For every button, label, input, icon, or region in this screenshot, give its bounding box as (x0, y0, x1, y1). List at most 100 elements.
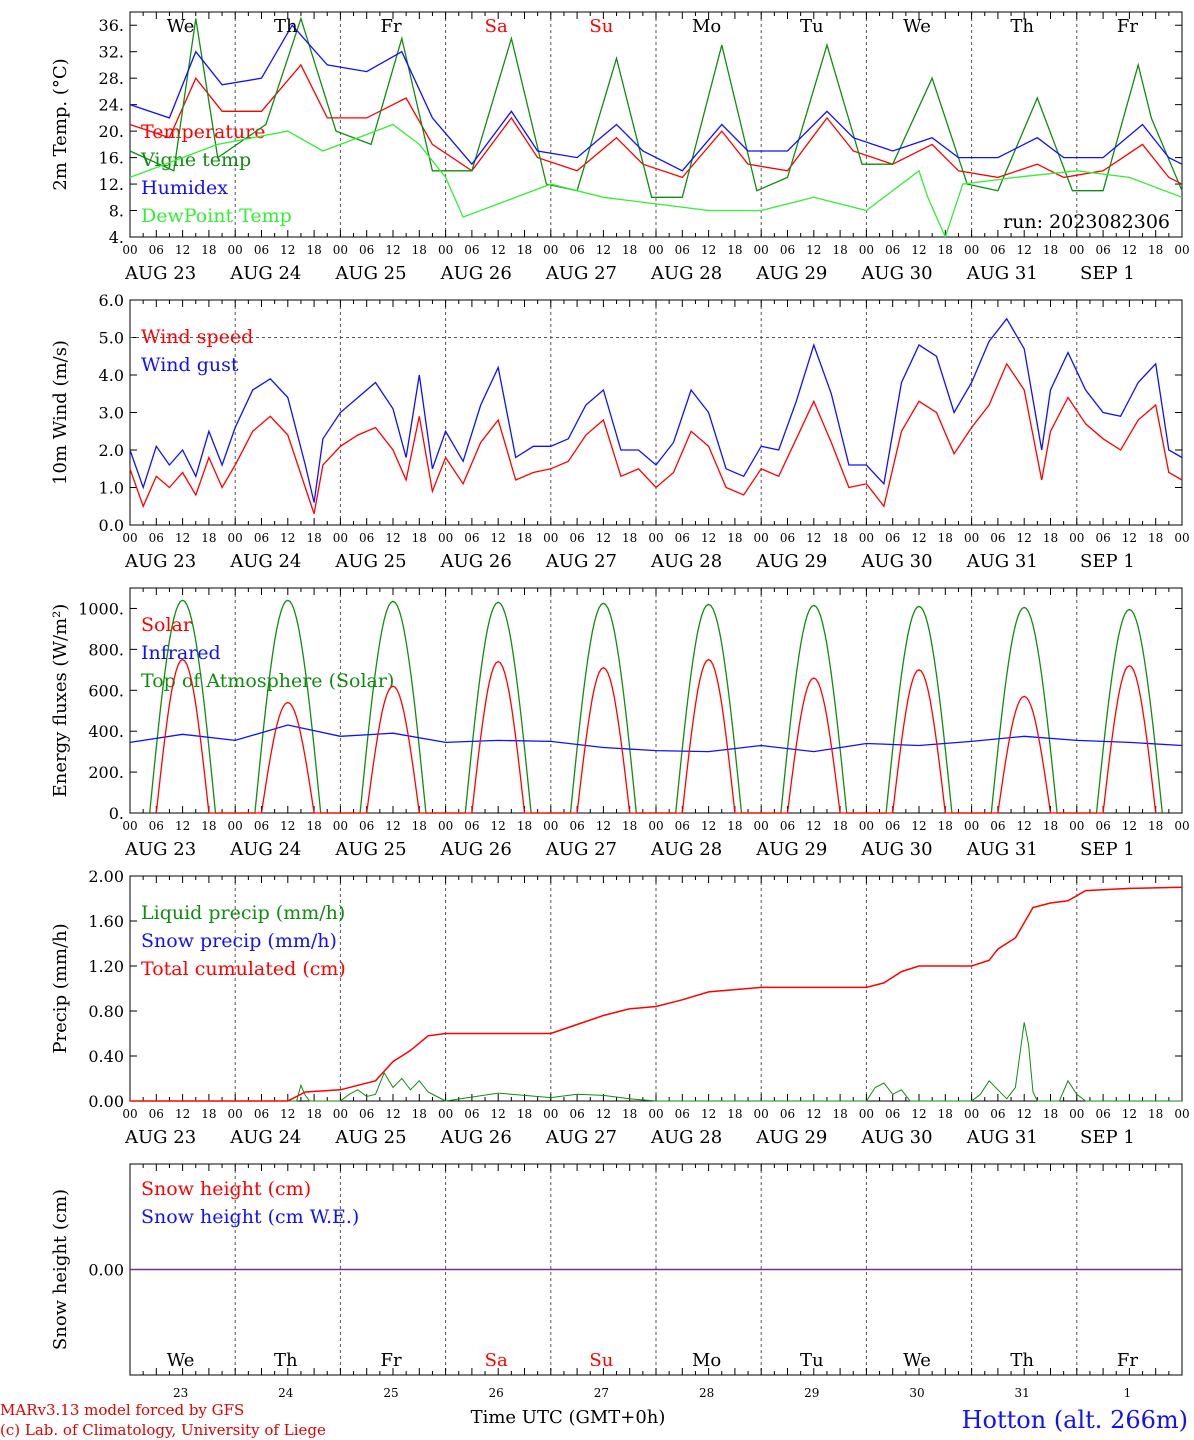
legend-entry: Humidex (141, 177, 228, 199)
y-tick-label: 2.0 (99, 441, 124, 460)
hour-tick-label: 18 (938, 243, 953, 257)
hour-tick-label: 18 (412, 819, 427, 833)
hour-tick-label: 00 (333, 531, 348, 545)
hour-tick-label: 06 (464, 531, 479, 545)
hour-tick-label: 12 (806, 819, 821, 833)
hour-tick-label: 00 (543, 819, 558, 833)
hour-tick-label: 12 (806, 243, 821, 257)
date-label: AUG 31 (966, 1127, 1038, 1148)
hour-tick-label: 12 (385, 243, 400, 257)
hour-tick-label: 18 (832, 531, 847, 545)
date-label: AUG 25 (334, 839, 406, 860)
y-axis-title: 10m Wind (m/s) (50, 340, 71, 485)
hour-tick-label: 12 (1017, 1107, 1032, 1121)
date-label: AUG 30 (860, 1127, 932, 1148)
date-label: AUG 29 (755, 1127, 827, 1148)
hour-tick-label: 06 (464, 819, 479, 833)
day-name-bottom: Mo (692, 1350, 721, 1371)
day-name-top: We (903, 16, 931, 37)
hour-tick-label: 00 (754, 531, 769, 545)
y-tick-label: 400. (88, 722, 124, 741)
day-name-top: Sa (485, 16, 508, 37)
date-label: AUG 30 (860, 263, 932, 284)
hour-tick-label: 18 (1043, 819, 1058, 833)
day-number: 23 (173, 1386, 188, 1400)
date-label: SEP 1 (1080, 551, 1135, 572)
hour-tick-label: 18 (727, 819, 742, 833)
date-label: SEP 1 (1080, 839, 1135, 860)
y-tick-label: 4.0 (99, 366, 124, 385)
date-label: AUG 30 (860, 551, 932, 572)
hour-tick-label: 00 (754, 819, 769, 833)
time-axis-title: Time UTC (GMT+0h) (471, 1407, 666, 1428)
date-label: AUG 26 (440, 839, 512, 860)
hour-tick-label: 00 (543, 1107, 558, 1121)
hour-tick-label: 06 (464, 243, 479, 257)
date-label: AUG 25 (334, 263, 406, 284)
y-tick-label: 0.00 (88, 1261, 124, 1280)
hour-tick-label: 00 (1069, 531, 1084, 545)
y-tick-label: 5.0 (99, 329, 124, 348)
day-number: 24 (278, 1386, 294, 1400)
y-axis-title: 2m Temp. (°C) (50, 58, 71, 190)
hour-tick-label: 18 (1043, 531, 1058, 545)
hour-tick-label: 18 (1148, 531, 1163, 545)
hour-tick-label: 06 (675, 1107, 690, 1121)
legend-entry: Total cumulated (cm) (141, 958, 346, 980)
hour-tick-label: 18 (1043, 243, 1058, 257)
series-line-dewpoint-temp (129, 123, 1183, 239)
hour-tick-label: 00 (122, 1107, 137, 1121)
hour-tick-label: 06 (569, 243, 584, 257)
hour-tick-label: 18 (727, 531, 742, 545)
hour-tick-label: 06 (990, 243, 1005, 257)
day-name-top: Th (1010, 16, 1034, 37)
hour-tick-label: 12 (806, 531, 821, 545)
hour-tick-label: 12 (175, 1107, 190, 1121)
series-line-humidex (129, 24, 1183, 172)
panel-frame (129, 299, 1183, 526)
hour-tick-label: 06 (149, 819, 164, 833)
hour-tick-label: 18 (727, 243, 742, 257)
chart-panels: 4. 8. 12. 16. 20. 24. 28. 32. 36. 2m Temp. (°C) 00… (50, 11, 1190, 1400)
hour-tick-label: 18 (938, 531, 953, 545)
hour-tick-label: 18 (622, 1107, 637, 1121)
day-name-bottom: We (903, 1350, 931, 1371)
hour-tick-label: 12 (280, 1107, 295, 1121)
date-label: AUG 23 (124, 839, 196, 860)
hour-tick-label: 06 (675, 243, 690, 257)
hour-tick-label: 00 (754, 243, 769, 257)
hour-tick-label: 18 (201, 243, 216, 257)
day-number: 29 (804, 1386, 819, 1400)
hour-tick-label: 00 (122, 531, 137, 545)
hour-tick-label: 00 (228, 243, 243, 257)
hour-tick-label: 06 (675, 531, 690, 545)
hour-tick-label: 06 (359, 243, 374, 257)
legend-entry: DewPoint Temp (141, 205, 292, 227)
hour-tick-label: 18 (727, 1107, 742, 1121)
hour-tick-label: 06 (990, 1107, 1005, 1121)
date-label: AUG 26 (440, 263, 512, 284)
hour-tick-label: 12 (1017, 531, 1032, 545)
hour-tick-label: 18 (622, 819, 637, 833)
hour-tick-label: 18 (412, 243, 427, 257)
hour-tick-label: 12 (701, 531, 716, 545)
date-label: AUG 27 (545, 1127, 617, 1148)
y-tick-label: 1.60 (88, 912, 124, 931)
hour-tick-label: 18 (412, 531, 427, 545)
y-tick-label: 600. (88, 681, 124, 700)
hour-tick-label: 06 (254, 819, 269, 833)
hour-tick-label: 12 (491, 531, 506, 545)
day-name-bottom: Tu (800, 1350, 824, 1371)
hour-tick-label: 00 (964, 1107, 979, 1121)
hour-tick-label: 06 (780, 243, 795, 257)
day-number: 27 (594, 1386, 609, 1400)
y-tick-label: 1000. (78, 599, 124, 618)
legend-entry: Temperature (141, 121, 265, 143)
day-name-top: Su (589, 16, 613, 37)
y-tick-label: 32. (99, 43, 124, 62)
y-tick-label: 4. (109, 228, 124, 247)
hour-tick-label: 06 (1095, 243, 1110, 257)
hour-tick-label: 12 (385, 1107, 400, 1121)
hour-tick-label: 00 (964, 243, 979, 257)
hour-tick-label: 00 (438, 819, 453, 833)
